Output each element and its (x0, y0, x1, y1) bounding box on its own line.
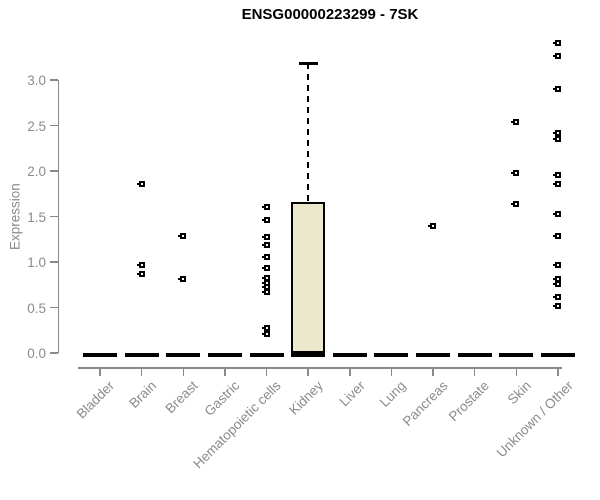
data-point[interactable] (552, 261, 561, 268)
chart-title: ENSG00000223299 - 7SK (241, 6, 419, 23)
median-line (166, 353, 201, 357)
x-axis-category-label: Skin (504, 378, 534, 408)
data-point[interactable] (511, 118, 520, 125)
y-axis-tick (50, 306, 58, 309)
y-axis-tick (50, 215, 58, 218)
x-axis-category-label: Liver (336, 378, 368, 410)
y-axis-tick (50, 170, 58, 172)
data-point[interactable] (552, 53, 561, 60)
median-line (124, 353, 159, 357)
y-axis-tick-label: 1.0 (27, 255, 46, 270)
data-point[interactable] (261, 253, 270, 260)
y-axis-tick (50, 352, 58, 354)
median-line (207, 353, 242, 357)
x-axis-tick (265, 367, 268, 376)
median-line (374, 353, 409, 357)
x-axis-category-label: Unknown / Other (493, 378, 576, 461)
y-axis-tick-label: 0.0 (27, 346, 46, 361)
x-axis-line (78, 367, 562, 369)
data-point[interactable] (136, 180, 145, 187)
y-axis-tick-label: 0.5 (27, 300, 46, 316)
x-axis-tick (307, 367, 309, 376)
x-axis-tick (515, 367, 518, 376)
x-axis-tick (182, 367, 185, 376)
data-point[interactable] (552, 129, 561, 136)
median-line (416, 353, 451, 357)
y-axis-tick-label: 1.5 (27, 209, 46, 225)
data-point[interactable] (178, 232, 187, 239)
data-point[interactable] (552, 210, 561, 217)
median-line (332, 353, 367, 357)
x-axis-tick (390, 367, 393, 376)
x-axis-category-label: Brain (126, 378, 160, 411)
data-point[interactable] (552, 276, 561, 283)
median-line (83, 353, 117, 357)
data-point[interactable] (511, 200, 520, 207)
median-line (457, 353, 492, 357)
data-point[interactable] (552, 302, 561, 309)
x-axis-category-label: Kidney (285, 378, 326, 418)
data-point[interactable] (136, 261, 145, 268)
data-point[interactable] (552, 293, 561, 300)
x-axis-tick (557, 367, 559, 376)
y-axis-tick-label: 2.5 (27, 118, 46, 134)
data-point[interactable] (552, 171, 561, 178)
x-axis-tick (224, 367, 226, 376)
data-point[interactable] (261, 289, 270, 296)
data-point[interactable] (552, 232, 561, 239)
box-whisker-cap (298, 61, 318, 65)
data-point[interactable] (552, 86, 561, 93)
y-axis-tick-label: 3.0 (27, 73, 46, 88)
data-point[interactable] (261, 217, 270, 224)
x-axis-category-label: Prostate (446, 378, 493, 425)
data-point[interactable] (552, 136, 561, 143)
x-axis-tick (432, 367, 434, 376)
y-axis-tick (50, 261, 58, 263)
x-axis-tick (349, 367, 351, 376)
x-axis-tick (99, 367, 101, 376)
x-axis-category-label: Bladder (74, 378, 118, 422)
x-axis-category-label: Breast (162, 378, 201, 417)
data-point[interactable] (261, 279, 270, 286)
data-point[interactable] (261, 284, 270, 291)
data-point[interactable] (261, 265, 270, 272)
data-point[interactable] (178, 276, 187, 283)
data-point[interactable] (261, 204, 270, 211)
data-point[interactable] (552, 180, 561, 187)
median-line (540, 353, 575, 357)
data-point[interactable] (261, 275, 270, 282)
data-point[interactable] (261, 325, 270, 332)
median-line (291, 353, 326, 357)
data-point[interactable] (261, 234, 270, 241)
y-axis-tick (50, 124, 58, 127)
x-axis-tick (140, 367, 143, 376)
x-axis-category-label: Lung (377, 378, 410, 410)
x-axis-tick (473, 367, 476, 376)
box[interactable] (291, 201, 326, 353)
data-point[interactable] (428, 222, 437, 229)
data-point[interactable] (511, 169, 520, 176)
data-point[interactable] (136, 270, 145, 277)
data-point[interactable] (552, 39, 561, 46)
y-axis-tick-label: 2.0 (27, 164, 46, 179)
box-whisker-line (307, 62, 310, 202)
y-axis-line (57, 80, 59, 353)
median-line (499, 353, 534, 357)
y-axis-tick (50, 79, 58, 81)
x-axis-category-label: Pancreas (399, 378, 451, 429)
data-point[interactable] (261, 330, 270, 337)
median-line (249, 353, 284, 357)
data-point[interactable] (261, 241, 270, 248)
data-point[interactable] (552, 280, 561, 287)
